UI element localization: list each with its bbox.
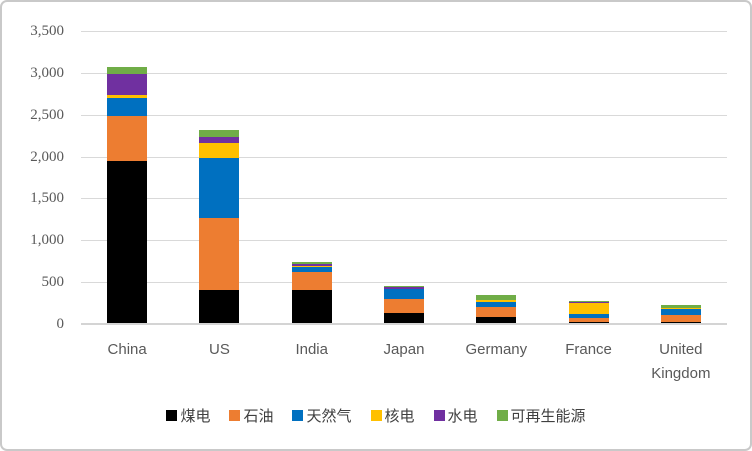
legend-color-swatch	[229, 410, 241, 421]
y-axis-tick-label: 3,500	[30, 23, 64, 39]
bar-segment-煤电	[660, 322, 701, 323]
bar-france	[568, 301, 609, 323]
bar-segment-可再生能源	[384, 285, 424, 287]
x-axis-label: US	[209, 341, 230, 358]
bar-segment-煤电	[107, 160, 148, 323]
bar-segment-核电	[199, 143, 240, 158]
y-axis-tick-label: 1,000	[30, 232, 64, 249]
gridline	[81, 156, 727, 158]
bar-segment-石油	[199, 218, 240, 290]
bar-segment-核电	[568, 302, 609, 314]
legend-label: 石油	[243, 408, 274, 425]
bar-segment-石油	[660, 315, 701, 322]
x-axis-label: United Kingdom	[651, 341, 711, 382]
legend-color-swatch	[292, 410, 304, 421]
legend-label: 天然气	[306, 408, 352, 425]
gridline	[81, 198, 727, 200]
bar-segment-煤电	[476, 317, 517, 323]
bar-segment-天然气	[660, 309, 701, 316]
bar-segment-可再生能源	[107, 67, 148, 74]
bar-segment-核电	[107, 94, 148, 98]
bar-segment-可再生能源	[291, 262, 332, 264]
bar-segment-煤电	[199, 289, 240, 323]
bar-segment-石油	[291, 271, 332, 290]
bar-segment-可再生能源	[476, 295, 517, 300]
bar-segment-可再生能源	[660, 305, 701, 308]
bar-segment-石油	[384, 298, 424, 313]
bar-segment-煤电	[291, 289, 332, 323]
bar-germany	[476, 295, 517, 323]
legend-item: 水电	[433, 405, 478, 426]
bar-segment-可再生能源	[568, 301, 609, 303]
legend-item: 天然气	[292, 405, 352, 426]
bar-segment-可再生能源	[199, 130, 240, 137]
bar-segment-水电	[199, 136, 240, 144]
bar-segment-石油	[568, 317, 609, 323]
bar-us	[199, 130, 240, 323]
bar-segment-天然气	[291, 266, 332, 272]
bar-segment-煤电	[568, 322, 609, 323]
legend-label: 煤电	[180, 408, 211, 425]
bar-segment-天然气	[199, 157, 240, 219]
y-axis-tick-label: 3,000	[30, 64, 64, 81]
gridline	[81, 282, 727, 284]
bar-india	[291, 262, 332, 323]
legend-item: 煤电	[166, 405, 210, 426]
x-axis-label: France	[565, 341, 612, 358]
bar-segment-核电	[476, 300, 517, 302]
bar-segment-核电	[291, 266, 332, 267]
x-axis-label: India	[295, 341, 328, 358]
bar-segment-水电	[384, 286, 424, 289]
legend-color-swatch	[496, 410, 508, 421]
y-axis-tick-label: 1,500	[30, 190, 64, 207]
plot-area	[81, 31, 727, 325]
gridline	[81, 114, 727, 116]
gridline	[81, 240, 727, 242]
bar-united-kingdom	[660, 305, 701, 323]
legend-color-swatch	[433, 410, 445, 421]
x-axis-label: Japan	[383, 341, 425, 358]
legend-label: 核电	[384, 408, 415, 425]
x-axis-label: China	[107, 341, 147, 358]
bar-segment-水电	[107, 73, 148, 95]
bar-segment-天然气	[568, 313, 609, 318]
bar-segment-天然气	[107, 97, 148, 116]
x-axis-label: Germany	[465, 341, 528, 358]
y-axis-tick-label: 500	[41, 274, 65, 291]
bar-segment-天然气	[476, 301, 517, 308]
bar-segment-石油	[476, 307, 517, 318]
legend-item: 可再生能源	[496, 405, 586, 426]
gridline	[81, 31, 727, 32]
bar-segment-天然气	[384, 288, 424, 299]
bar-segment-水电	[291, 263, 332, 267]
bar-japan	[384, 285, 424, 323]
bar-china	[107, 67, 148, 323]
x-axis-line	[81, 323, 727, 325]
legend-item: 核电	[370, 405, 415, 426]
bar-segment-煤电	[384, 312, 424, 323]
y-axis-tick-label: 0	[56, 316, 65, 332]
chart-legend: 煤电 石油 天然气 核电 水电 可再生能源	[2, 405, 750, 426]
legend-item: 石油	[229, 405, 273, 426]
legend-color-swatch	[370, 410, 382, 421]
y-axis-tick-label: 2,000	[30, 148, 64, 165]
y-axis-tick-label: 2,500	[30, 106, 64, 123]
legend-color-swatch	[166, 410, 178, 421]
legend-label: 水电	[447, 408, 478, 425]
gridline	[81, 72, 727, 74]
legend-label: 可再生能源	[510, 408, 586, 425]
bar-segment-核电	[660, 307, 701, 310]
bar-segment-石油	[107, 115, 148, 161]
bar-segment-水电	[568, 302, 609, 303]
